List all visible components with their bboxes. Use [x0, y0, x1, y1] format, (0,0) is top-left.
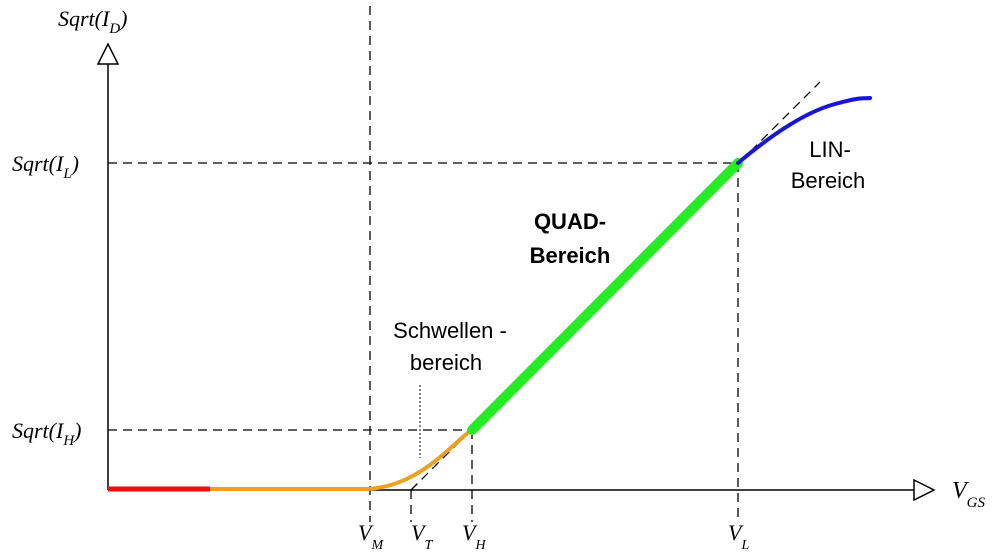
x-tick-vh: VH [462, 520, 486, 553]
lin-region-label-line2: Bereich [791, 168, 866, 193]
curve-quad-segment [467, 158, 743, 435]
y-axis-arrow-icon [96, 42, 120, 65]
quad-region-label-line2: Bereich [530, 243, 611, 268]
x-axis-arrow-icon [913, 478, 936, 502]
lin-region-label-line1: LIN- [809, 137, 851, 162]
curve-lin-segment [736, 96, 872, 165]
x-tick-vm: VM [358, 520, 384, 553]
threshold-region-label-line2: bereich [410, 350, 482, 375]
x-tick-vt: VT [411, 520, 433, 553]
curve-subthreshold-segment [364, 428, 474, 491]
x-axis-label: VGS [952, 478, 986, 511]
quad-region-label-line1: QUAD- [534, 209, 606, 234]
x-tick-vl: VL [728, 520, 749, 553]
y-tick-il: Sqrt(IL) [12, 151, 79, 182]
y-axis-label: Sqrt(ID) [58, 6, 128, 37]
y-tick-ih: Sqrt(IH) [12, 418, 82, 449]
threshold-region-label-line1: Schwellen - [393, 318, 507, 343]
